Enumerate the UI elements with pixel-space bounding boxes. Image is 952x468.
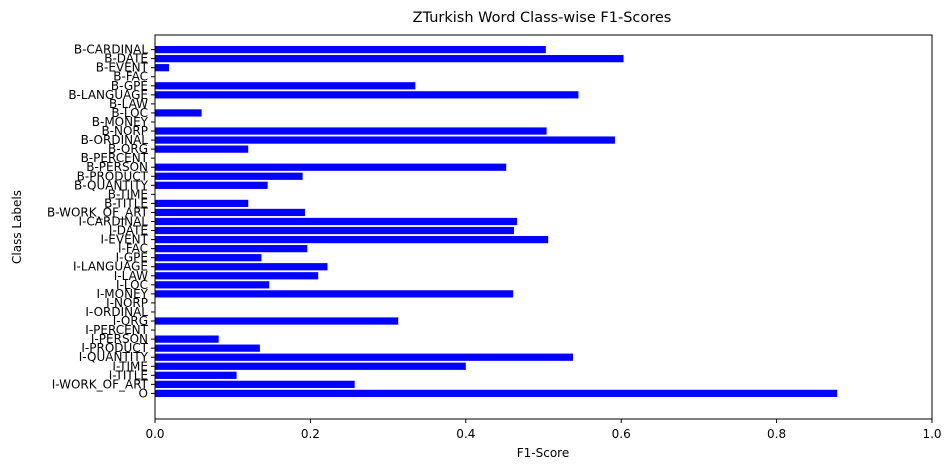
bar-b-gpe <box>155 82 416 90</box>
bar-b-quantity <box>155 181 268 189</box>
bar-b-person <box>155 163 507 171</box>
x-tick-label: 0.0 <box>145 427 164 441</box>
bar-o <box>155 389 838 398</box>
bar-b-org <box>155 145 249 153</box>
y-tick-label: B-NORP <box>101 124 148 138</box>
y-tick-label: B-EVENT <box>96 61 149 75</box>
bar-b-ordinal <box>155 136 615 144</box>
plot-frame <box>154 34 933 420</box>
x-tick-label: 0.4 <box>456 427 475 441</box>
y-tick-label: I-PERSON <box>91 332 148 346</box>
y-tick-label: B-DATE <box>104 52 148 66</box>
bar-i-loc <box>155 281 270 289</box>
bar-i-title <box>155 371 237 379</box>
bar-b-event <box>155 64 169 72</box>
y-tick-label: O <box>139 386 148 400</box>
bar-i-fac <box>155 245 308 253</box>
y-tick-label: B-FAC <box>113 70 148 84</box>
y-tick-label: B-MONEY <box>92 115 149 129</box>
y-tick-label: B-LOC <box>111 106 148 120</box>
bar-b-language <box>155 91 579 99</box>
bar-i-event <box>155 235 549 244</box>
y-axis-title: Class Labels <box>10 190 24 264</box>
bar-i-gpe <box>155 254 262 262</box>
y-tick-label: I-TITLE <box>109 368 148 382</box>
bar-b-loc <box>155 109 202 117</box>
bar-b-product <box>155 172 303 180</box>
bar-i-org <box>155 317 399 325</box>
bar-b-work_of_art <box>155 208 305 217</box>
y-tick-label: I-ORDINAL <box>85 305 148 319</box>
bar-i-time <box>155 362 466 370</box>
bar-b-title <box>155 199 249 208</box>
y-tick-label: I-LANGUAGE <box>73 260 148 274</box>
y-tick-label: B-ORG <box>108 142 148 156</box>
x-tick-label: 0.8 <box>767 427 786 441</box>
y-tick-label: B-GPE <box>111 79 148 93</box>
y-tick-label: I-LOC <box>116 278 148 292</box>
bar-b-cardinal <box>155 45 546 54</box>
y-tick-label: B-LANGUAGE <box>68 88 148 102</box>
bar-b-norp <box>155 127 547 135</box>
bar-i-language <box>155 263 328 271</box>
y-tick-label: B-TITLE <box>104 196 148 210</box>
y-tick-label: B-ORDINAL <box>81 133 149 147</box>
y-tick-label: B-PERSON <box>86 160 148 174</box>
bar-i-quantity <box>155 353 574 361</box>
y-tick-label: I-WORK_OF_ART <box>52 377 149 391</box>
x-tick-label: 1.0 <box>922 427 941 441</box>
y-tick-label: I-ORG <box>113 314 148 328</box>
y-tick-label: I-PERCENT <box>85 323 148 337</box>
y-tick-label: I-EVENT <box>100 233 148 247</box>
bar-i-product <box>155 344 260 352</box>
bar-i-date <box>155 226 514 235</box>
bar-i-law <box>155 272 319 280</box>
y-tick-label: B-TIME <box>108 187 148 201</box>
bar-i-person <box>155 335 219 343</box>
y-tick-label: I-QUANTITY <box>79 350 149 364</box>
y-tick-label: I-TIME <box>112 359 148 373</box>
y-tick-label: I-NORP <box>106 296 148 310</box>
y-tick-label: B-LAW <box>109 97 148 111</box>
y-ticks-group: B-CARDINALB-DATEB-EVENTB-FACB-GPEB-LANGU… <box>47 43 155 400</box>
y-tick-label: B-PERCENT <box>81 151 149 165</box>
y-tick-label: I-MONEY <box>96 287 148 301</box>
y-tick-label: B-CARDINAL <box>74 43 148 57</box>
chart-title: ZTurkish Word Class-wise F1-Scores <box>413 10 672 26</box>
x-tick-label: 0.2 <box>301 427 320 441</box>
y-tick-label: I-DATE <box>109 224 148 238</box>
x-tick-label: 0.6 <box>612 427 631 441</box>
y-tick-label: I-FAC <box>118 242 148 256</box>
y-tick-label: I-GPE <box>116 251 148 265</box>
bar-i-money <box>155 290 514 298</box>
y-tick-label: B-PRODUCT <box>77 169 149 183</box>
x-axis-title: F1-Score <box>517 446 569 460</box>
y-tick-label: I-LAW <box>114 269 148 283</box>
bar-i-work_of_art <box>155 380 355 388</box>
y-tick-label: I-PRODUCT <box>81 341 148 355</box>
y-tick-label: B-WORK_OF_ART <box>47 205 149 219</box>
y-tick-label: B-QUANTITY <box>74 178 149 192</box>
y-tick-label: I-CARDINAL <box>79 215 149 229</box>
bar-b-date <box>155 55 624 63</box>
bar-i-cardinal <box>155 217 518 226</box>
x-ticks-group: 0.0 0.2 0.4 0.6 0.8 1.0 <box>145 419 942 441</box>
bars-group <box>155 45 838 398</box>
